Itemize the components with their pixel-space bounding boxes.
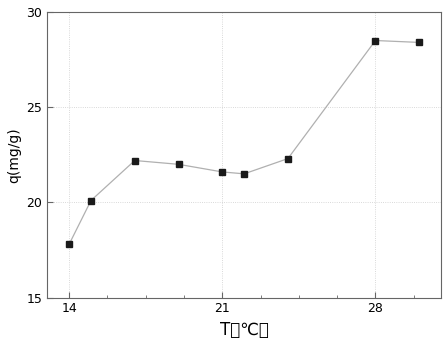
X-axis label: T（℃）: T（℃） bbox=[220, 321, 269, 339]
Y-axis label: q(mg/g): q(mg/g) bbox=[7, 127, 21, 183]
